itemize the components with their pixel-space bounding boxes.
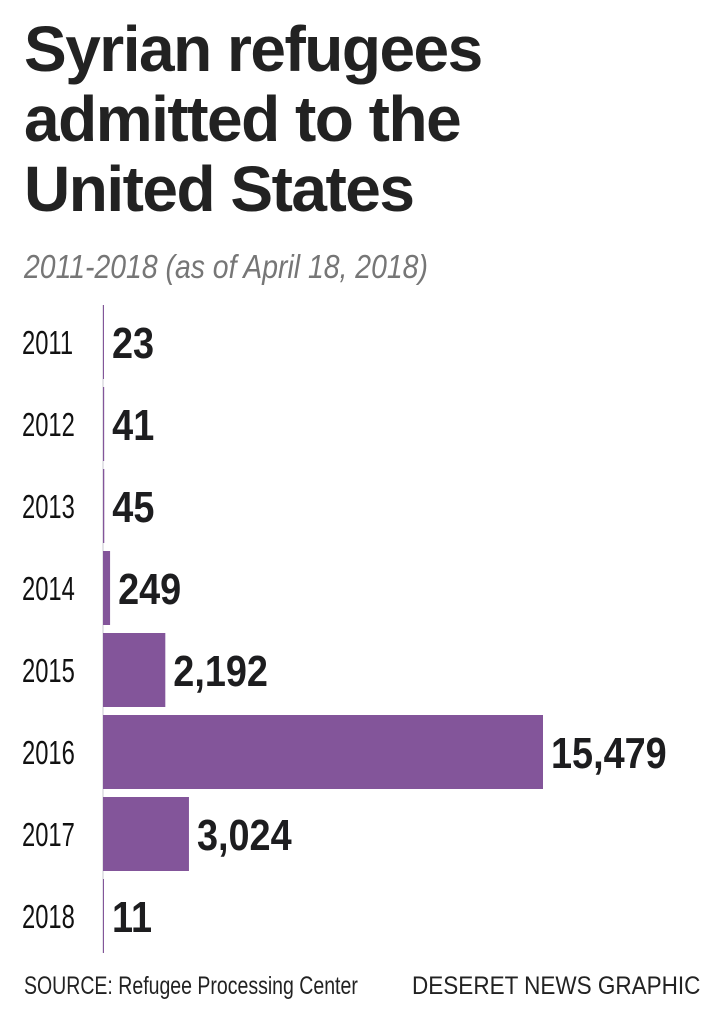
chart-title: Syrian refugees admitted to the United S… [24, 14, 724, 224]
value-label: 11 [112, 892, 152, 941]
year-label: 2012 [22, 407, 75, 444]
year-label: 2016 [22, 735, 75, 772]
bar-chart: 2011 23 2012 41 2013 45 2014 249 2015 2,192 2016 15… [22, 305, 667, 953]
year-label: 2018 [22, 899, 75, 936]
year-label: 2015 [22, 653, 75, 690]
year-label: 2017 [22, 817, 75, 854]
value-label: 3,024 [197, 810, 292, 859]
bar-2012 [103, 387, 105, 461]
year-label: 2013 [22, 489, 75, 526]
bar-2017 [103, 797, 189, 871]
source-note: SOURCE: Refugee Processing Center [24, 972, 358, 1000]
bar-2014 [103, 551, 111, 625]
bar-2015 [103, 633, 166, 707]
bar-2018 [103, 879, 104, 953]
year-label: 2011 [22, 325, 73, 362]
value-label: 15,479 [551, 728, 667, 777]
title-line: Syrian refugees [24, 13, 483, 85]
value-label: 249 [118, 564, 181, 613]
value-label: 45 [112, 482, 154, 531]
graphic-credit: DESERET NEWS GRAPHIC [411, 972, 700, 1000]
bar-2013 [103, 469, 105, 543]
title-line: United States [24, 153, 415, 225]
value-label: 23 [112, 318, 154, 367]
bar-2016 [103, 715, 543, 789]
value-label: 41 [112, 400, 154, 449]
year-label: 2014 [22, 571, 75, 608]
title-line: admitted to the [24, 83, 462, 155]
value-label: 2,192 [173, 646, 268, 695]
chart-subtitle: 2011-2018 (as of April 18, 2018) [24, 248, 428, 285]
bar-2011 [103, 305, 104, 379]
